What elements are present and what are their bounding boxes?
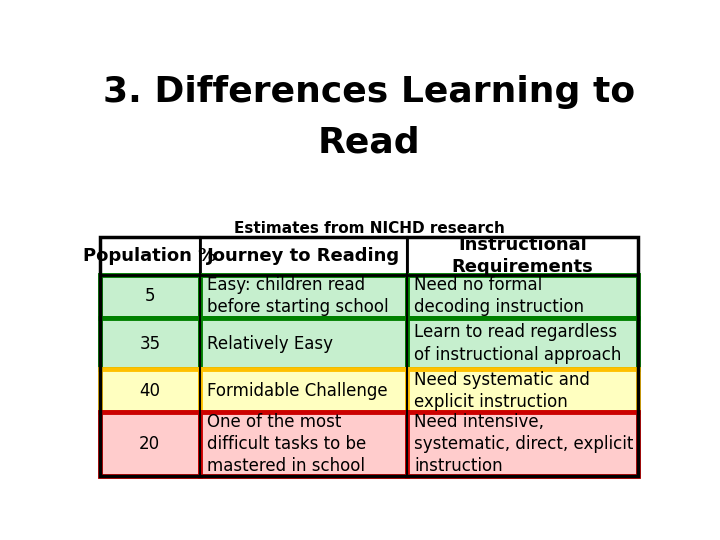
Text: Need intensive,
systematic, direct, explicit
instruction: Need intensive, systematic, direct, expl… [415, 413, 634, 475]
Text: Instructional
Requirements: Instructional Requirements [451, 236, 593, 276]
Text: Estimates from NICHD research: Estimates from NICHD research [233, 221, 505, 236]
Bar [407, 238, 638, 275]
Bar [199, 318, 407, 369]
Text: 40: 40 [139, 382, 161, 400]
Text: 3. Differences Learning to: 3. Differences Learning to [103, 75, 635, 109]
Bar [199, 275, 407, 318]
Bar [100, 238, 199, 275]
Bar [100, 275, 199, 318]
Text: Read: Read [318, 125, 420, 159]
Text: Learn to read regardless
of instructional approach: Learn to read regardless of instructiona… [415, 323, 622, 363]
Text: Easy: children read
before starting school: Easy: children read before starting scho… [207, 276, 389, 316]
Bar [407, 318, 638, 369]
Bar [100, 413, 199, 476]
Bar [407, 275, 638, 318]
Bar [199, 369, 407, 413]
Text: Formidable Challenge: Formidable Challenge [207, 382, 388, 400]
Text: Journey to Reading: Journey to Reading [207, 247, 400, 265]
Text: 35: 35 [139, 335, 161, 353]
Text: Population %: Population % [84, 247, 217, 265]
Bar [407, 369, 638, 413]
Text: Need no formal
decoding instruction: Need no formal decoding instruction [415, 276, 585, 316]
Bar [100, 318, 199, 369]
Text: 20: 20 [139, 435, 161, 453]
Text: Relatively Easy: Relatively Easy [207, 335, 333, 353]
Bar [100, 369, 199, 413]
Bar [407, 413, 638, 476]
Bar [199, 413, 407, 476]
Text: One of the most
difficult tasks to be
mastered in school: One of the most difficult tasks to be ma… [207, 413, 366, 475]
Bar [100, 238, 638, 476]
Text: 5: 5 [145, 287, 155, 305]
Bar [199, 238, 407, 275]
Text: Need systematic and
explicit instruction: Need systematic and explicit instruction [415, 371, 590, 411]
